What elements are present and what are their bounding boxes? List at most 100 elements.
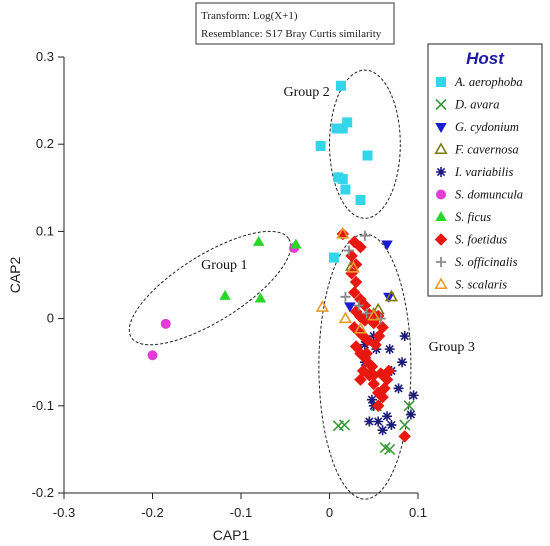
data-point bbox=[254, 292, 267, 303]
data-point bbox=[382, 364, 396, 378]
data-point bbox=[364, 416, 375, 427]
legend-label: S. domuncula bbox=[455, 188, 523, 202]
x-tick-label: -0.3 bbox=[53, 505, 75, 520]
legend-marker bbox=[435, 98, 447, 111]
group-label: Group 3 bbox=[429, 340, 475, 355]
data-points bbox=[147, 80, 419, 455]
y-tick-label: -0.2 bbox=[32, 485, 54, 500]
legend-label: D. avara bbox=[454, 98, 499, 112]
series-a-aerophoba bbox=[315, 80, 373, 263]
x-tick-label: -0.2 bbox=[141, 505, 163, 520]
data-point bbox=[397, 357, 408, 368]
data-point bbox=[336, 80, 347, 91]
y-tick-label: 0 bbox=[47, 311, 54, 326]
y-tick-label: 0.1 bbox=[36, 223, 54, 238]
series-s-foetidus bbox=[336, 227, 411, 443]
data-point bbox=[343, 245, 354, 256]
data-point bbox=[354, 373, 367, 386]
legend-marker bbox=[434, 233, 448, 246]
data-point bbox=[373, 416, 384, 427]
data-point bbox=[160, 318, 171, 329]
legend-marker bbox=[434, 277, 448, 290]
data-point bbox=[252, 235, 265, 246]
series-s-scalaris bbox=[315, 226, 381, 334]
data-point bbox=[371, 399, 385, 413]
x-tick-label: -0.1 bbox=[230, 505, 252, 520]
data-point bbox=[147, 350, 158, 361]
legend-label: S. foetidus bbox=[455, 233, 507, 247]
x-tick-label: 0.1 bbox=[409, 505, 427, 520]
legend-marker bbox=[436, 189, 446, 200]
data-point bbox=[367, 377, 380, 391]
legend-label: S. scalaris bbox=[455, 278, 507, 292]
data-point bbox=[378, 382, 391, 395]
series-s-domuncula bbox=[147, 242, 300, 361]
legend-marker bbox=[435, 211, 447, 221]
group-ellipse bbox=[329, 69, 401, 219]
group-ellipses: Group 1 Group 2 Group 3 bbox=[128, 69, 475, 500]
legend-marker bbox=[436, 77, 446, 87]
x-axis-label: CAP1 bbox=[213, 527, 250, 543]
series-s-officinalis bbox=[340, 230, 386, 324]
group-label: Group 1 bbox=[201, 258, 247, 273]
data-point bbox=[408, 390, 419, 401]
data-point bbox=[342, 117, 353, 128]
data-point bbox=[315, 140, 326, 151]
legend-marker bbox=[436, 257, 446, 267]
data-point bbox=[361, 308, 372, 319]
data-point bbox=[354, 240, 367, 254]
data-point bbox=[399, 331, 410, 342]
legend-box bbox=[427, 43, 543, 297]
data-point bbox=[337, 123, 348, 134]
x-tick-label: 0 bbox=[326, 505, 333, 520]
title-transform: Transform: Log(X+1) bbox=[201, 10, 298, 22]
data-point bbox=[331, 123, 342, 134]
data-point bbox=[219, 289, 231, 300]
data-point bbox=[403, 400, 415, 412]
legend-label: G. cydonium bbox=[455, 120, 519, 134]
data-point bbox=[383, 292, 395, 303]
data-point bbox=[384, 443, 396, 455]
data-point bbox=[315, 300, 330, 312]
data-point bbox=[338, 419, 351, 431]
data-point bbox=[338, 311, 353, 324]
legend-label: A. aerophoba bbox=[454, 75, 523, 89]
data-point bbox=[376, 321, 389, 334]
data-point bbox=[340, 291, 351, 302]
data-point bbox=[359, 339, 370, 350]
data-point bbox=[393, 383, 404, 394]
data-point bbox=[353, 321, 368, 334]
data-point bbox=[384, 289, 399, 302]
data-point bbox=[349, 258, 363, 271]
data-point bbox=[344, 302, 356, 313]
data-point bbox=[353, 300, 364, 311]
data-point bbox=[340, 184, 351, 195]
plot-axes: -0.3 -0.2 -0.1 0 0.1 0.3 0.2 0.1 0 -0.1 -0.2 CAP1 CA… bbox=[7, 49, 427, 543]
data-point bbox=[349, 275, 363, 289]
data-point bbox=[337, 174, 348, 185]
data-point bbox=[355, 195, 366, 206]
series-d-avara bbox=[332, 400, 415, 455]
data-point bbox=[358, 299, 372, 312]
data-point bbox=[376, 390, 389, 404]
data-point bbox=[367, 369, 380, 382]
series-s-ficus bbox=[219, 235, 302, 303]
y-tick-label: 0.3 bbox=[36, 49, 54, 64]
data-point bbox=[362, 150, 373, 161]
data-point bbox=[328, 252, 339, 263]
y-axis-label: CAP2 bbox=[7, 257, 23, 294]
title-box: Transform: Log(X+1) Resemblance: S17 Bra… bbox=[195, 2, 395, 45]
data-point bbox=[377, 425, 388, 436]
data-point bbox=[367, 308, 381, 321]
data-point bbox=[405, 409, 416, 420]
data-point bbox=[365, 360, 379, 373]
data-point bbox=[382, 411, 393, 422]
series-g-cydonium bbox=[344, 240, 395, 313]
data-point bbox=[359, 230, 370, 241]
data-point bbox=[384, 344, 395, 355]
legend-marker bbox=[436, 167, 446, 177]
data-point bbox=[386, 419, 397, 430]
data-point bbox=[399, 419, 411, 431]
legend-marker bbox=[435, 123, 447, 133]
